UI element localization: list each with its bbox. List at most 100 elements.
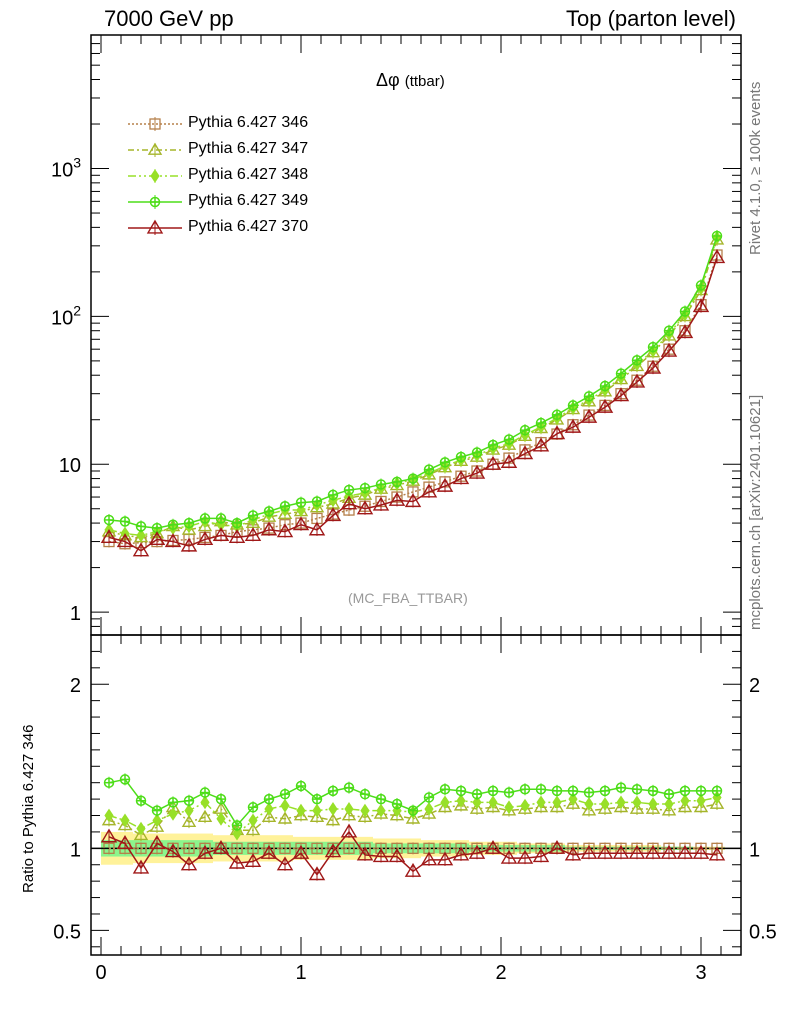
ratio-data-point: [661, 803, 677, 816]
ratio-data-point: [597, 801, 613, 814]
plot-title: Δφ (ttbar): [376, 70, 445, 91]
ratio-data-point: [389, 808, 405, 821]
ratio-data-point: [437, 799, 453, 813]
ratio-data-point: [405, 811, 421, 824]
ratio-data-point: [312, 803, 322, 818]
x-tick-label: 0: [95, 962, 106, 984]
main-data-point: [468, 464, 486, 479]
ratio-data-point: [500, 849, 518, 864]
main-data-point: [132, 542, 150, 557]
ratio-data-point: [292, 844, 310, 859]
ratio-data-point: [472, 795, 482, 810]
ratio-data-point: [421, 806, 437, 819]
ratio-data-point: [581, 803, 597, 816]
ratio-data-point: [116, 835, 134, 850]
ratio-data-point: [452, 846, 470, 861]
main-data-point: [292, 516, 310, 531]
ratio-data-point: [532, 848, 550, 863]
main-data-point: [436, 477, 454, 492]
main-data-point: [404, 493, 422, 508]
legend-label-346: Pythia 6.427 346: [188, 114, 309, 131]
ratio-data-point: [407, 842, 419, 854]
ratio-data-point: [244, 853, 262, 868]
ratio-data-point: [200, 795, 210, 810]
ratio-data-point: [296, 803, 306, 818]
ratio-data-point: [632, 795, 642, 810]
main-data-point: [136, 528, 146, 543]
main-data-point: [212, 527, 230, 542]
ratio-data-point: [276, 856, 294, 871]
ratio-data-point: [148, 835, 166, 850]
x-tick-label: 3: [695, 962, 706, 984]
ratio-data-point: [184, 803, 194, 818]
main-series-4: [100, 249, 726, 557]
ratio-data-point: [343, 842, 355, 854]
legend-label-348: Pythia 6.427 348: [188, 166, 309, 183]
main-y-tick-label: 103: [51, 155, 81, 182]
ratio-data-point: [260, 844, 278, 859]
ratio-data-point: [216, 811, 226, 826]
ratio-data-point: [232, 826, 242, 841]
main-data-point: [660, 342, 678, 357]
ratio-data-point: [228, 854, 246, 869]
main-data-point: [500, 453, 518, 468]
ratio-data-point: [516, 849, 534, 864]
main-data-point: [308, 521, 326, 536]
ratio-data-point: [340, 823, 358, 838]
legend-swatch-370: [128, 219, 182, 235]
ratio-data-point: [484, 839, 502, 854]
ratio-data-point: [104, 808, 114, 823]
main-y-tick-label: 1: [70, 603, 81, 625]
ratio-data-point: [676, 844, 694, 859]
main-data-point: [277, 506, 293, 520]
ratio-data-point: [356, 846, 374, 861]
ratio-data-point: [100, 828, 118, 843]
ratio-data-point: [565, 796, 581, 809]
ratio-data-point: [616, 795, 626, 810]
ratio-data-point: [488, 795, 498, 810]
ratio-data-point: [548, 839, 566, 854]
ratio-data-point: [183, 842, 195, 854]
ratio-data-point: [440, 795, 450, 810]
ratio-data-point: [469, 801, 485, 814]
main-y-tick-exponent: 2: [73, 302, 81, 318]
main-data-point: [356, 500, 374, 515]
ratio-data-point: [309, 809, 325, 823]
legend-marker: [146, 219, 164, 234]
ratio-data-point: [436, 851, 454, 866]
ratio-series-2: [104, 790, 722, 841]
main-data-point: [324, 507, 342, 522]
main-data-point: [244, 527, 262, 542]
ratio-y-tick-label-right: 0.5: [749, 921, 777, 943]
ratio-data-point: [485, 799, 501, 813]
main-data-point: [116, 533, 134, 548]
ratio-data-point: [600, 797, 610, 811]
ratio-data-point: [360, 803, 370, 818]
ratio-data-point: [692, 844, 710, 859]
ratio-data-point: [136, 821, 146, 836]
ratio-data-point: [693, 799, 709, 813]
ratio-data-point: [328, 802, 338, 816]
main-data-point: [420, 483, 438, 498]
ratio-data-point: [696, 793, 706, 808]
mcplots-credit-label: mcplots.cern.ch [arXiv:2401.10621]: [747, 394, 764, 630]
ratio-data-point: [709, 796, 725, 809]
main-data-point: [196, 531, 214, 546]
ratio-data-point: [197, 809, 213, 823]
ratio-data-point: [680, 793, 690, 808]
ratio-data-point: [120, 813, 130, 828]
main-data-point: [260, 521, 278, 536]
ratio-data-point: [388, 848, 406, 863]
ratio-data-point: [357, 809, 373, 823]
ratio-data-point: [404, 862, 422, 877]
ratio-data-point: [645, 801, 661, 814]
ratio-data-point: [596, 844, 614, 859]
x-tick-label: 1: [295, 962, 306, 984]
ratio-data-point: [311, 842, 323, 854]
ratio-y-tick-label-right: 2: [749, 675, 760, 697]
ratio-data-point: [376, 803, 386, 818]
ratio-data-point: [133, 827, 149, 841]
ratio-data-point: [644, 844, 662, 859]
ratio-data-point: [261, 809, 277, 823]
